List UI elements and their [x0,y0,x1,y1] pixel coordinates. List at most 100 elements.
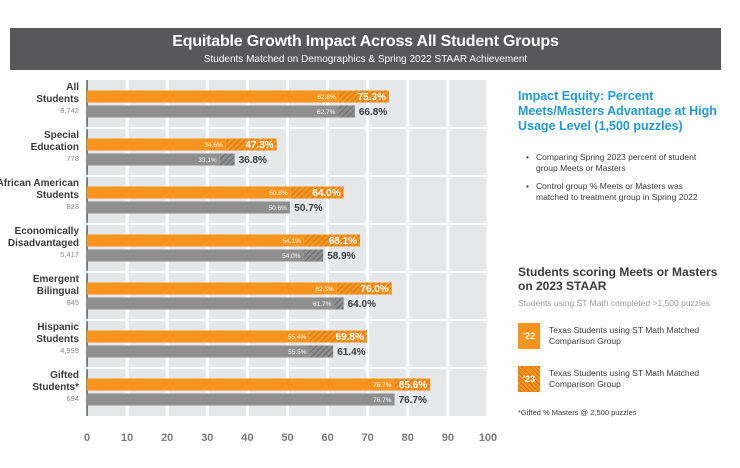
category-label: Economically [15,226,80,237]
comparison-2023-label: 66.8% [359,107,387,118]
x-tick-label: 90 [442,432,454,444]
st-math-2023-label: 69.8% [336,332,364,343]
category-label: Students [36,334,79,345]
st-math-2022-label: 62.3% [315,286,334,293]
st-math-2023-bar [309,330,367,343]
st-math-2022-bar [87,234,304,247]
x-tick-label: 70 [362,432,374,444]
comparison-2022-bar [87,249,304,262]
category-label: Students [36,94,79,105]
comparison-2022-bar [87,345,310,358]
category-label: Hispanic [37,322,79,333]
bullet-item: Comparing Spring 2023 percent of student… [518,152,713,174]
st-math-2022-bar [87,90,339,103]
chart-title: Equitable Growth Impact Across All Stude… [172,33,559,50]
x-tick-label: 60 [321,432,333,444]
st-math-2022-bar [87,378,395,391]
comparison-2022-bar [87,393,395,406]
st-math-2022-bar [87,138,226,151]
st-math-2022-label: 55.4% [288,334,307,341]
comparison-2023-label: 50.7% [294,203,322,214]
category-label: Special [44,130,79,141]
comparison-2023-label: 58.9% [327,251,355,262]
category-label: Disadvantaged [8,238,79,249]
st-math-2023-label: 85.6% [399,380,427,391]
x-tick-label: 100 [479,432,497,444]
x-tick-label: 10 [121,432,133,444]
comparison-2022-label: 61.7% [313,301,332,308]
category-n: 845 [66,298,79,307]
comparison-2023-label: 76.7% [399,395,427,406]
comparison-2023-label: 36.8% [239,155,267,166]
comparison-2022-label: 62.7% [317,109,336,116]
st-math-2023-bar [338,90,389,103]
comparison-2022-label: 33.1% [198,157,217,164]
st-math-2023-bar [225,138,277,151]
footnote: *Gifted % Masters @ 2,500 puzzles [518,408,637,417]
st-math-2023-bar [336,282,392,295]
st-math-2022-label: 54.1% [283,238,302,245]
category-label: Students [36,190,79,201]
comparison-2022-bar [87,153,220,166]
category-label: African American [0,178,79,189]
st-math-2023-bar [303,234,361,247]
category-label: Emergent [33,274,80,285]
st-math-2023-label: 47.3% [245,140,273,151]
comparison-2022-bar [87,105,339,118]
category-label: Gifted [50,370,79,381]
x-tick-label: 40 [241,432,253,444]
comparison-2023-bar [334,297,344,310]
st-math-2022-bar [87,330,310,343]
st-math-2023-label: 68.1% [329,236,357,247]
st-math-2022-bar [87,282,337,295]
category-label: Bilingual [37,286,79,297]
st-math-2022-label: 50.8% [269,190,288,197]
x-tick-label: 0 [84,432,90,444]
st-math-2023-label: 75.3% [358,92,386,103]
st-math-2022-bar [87,186,291,199]
comparison-2023-bar [219,153,235,166]
impact-bullets: Comparing Spring 2023 percent of student… [518,152,713,210]
st-math-2023-label: 76.0% [360,284,388,295]
comparison-2022-label: 50.6% [268,205,287,212]
legend-item-2022: '22 Texas Students using ST Math Matched… [518,323,718,351]
chart-subtitle: Students Matched on Demographics & Sprin… [203,54,528,65]
legend-item-2023: '23 Texas Students using ST Math Matched… [518,366,718,394]
comparison-2023-label: 61.4% [337,347,365,358]
category-n: 823 [66,202,79,211]
comparison-2022-label: 55.5% [288,349,307,356]
x-tick-label: 80 [402,432,414,444]
comparison-2023-label: 64.0% [348,299,376,310]
comparison-2023-bar [303,249,324,262]
st-math-2022-label: 76.7% [373,382,392,389]
legend-note: Students using ST Math completed >1,500 … [518,298,710,308]
st-math-2023-bar [290,186,344,199]
legend-label: Texas Students using ST Math Matched Com… [549,368,700,389]
chart-header: Equitable Growth Impact Across All Stude… [10,28,721,70]
category-label: Students* [32,382,79,393]
category-n: 694 [66,394,79,403]
category-label: Education [31,142,79,153]
comparison-2023-bar [338,105,355,118]
category-label: All [66,82,79,93]
x-tick-label: 30 [201,432,213,444]
category-n: 8,742 [60,106,79,115]
category-n: 4,999 [60,346,79,355]
st-math-2023-bar [394,378,431,391]
category-n: 5,417 [60,250,79,259]
legend-title: Students scoring Meets or Masters on 202… [518,265,718,293]
impact-equity-title: Impact Equity: Percent Meets/Masters Adv… [518,89,717,133]
comparison-2022-label: 54.0% [282,253,301,260]
legend-label: Texas Students using ST Math Matched Com… [549,325,700,346]
st-math-2023-label: 64.0% [312,188,340,199]
comparison-2022-bar [87,201,290,214]
category-n: 778 [66,154,79,163]
comparison-2022-bar [87,297,335,310]
comparison-2022-label: 76.7% [373,397,392,404]
st-math-2022-label: 62.8% [317,94,336,101]
legend-swatch-2023: '23 [518,366,540,392]
x-tick-label: 50 [281,432,293,444]
bullet-item: Control group % Meets or Masters was mat… [518,181,713,203]
comparison-2023-bar [309,345,334,358]
